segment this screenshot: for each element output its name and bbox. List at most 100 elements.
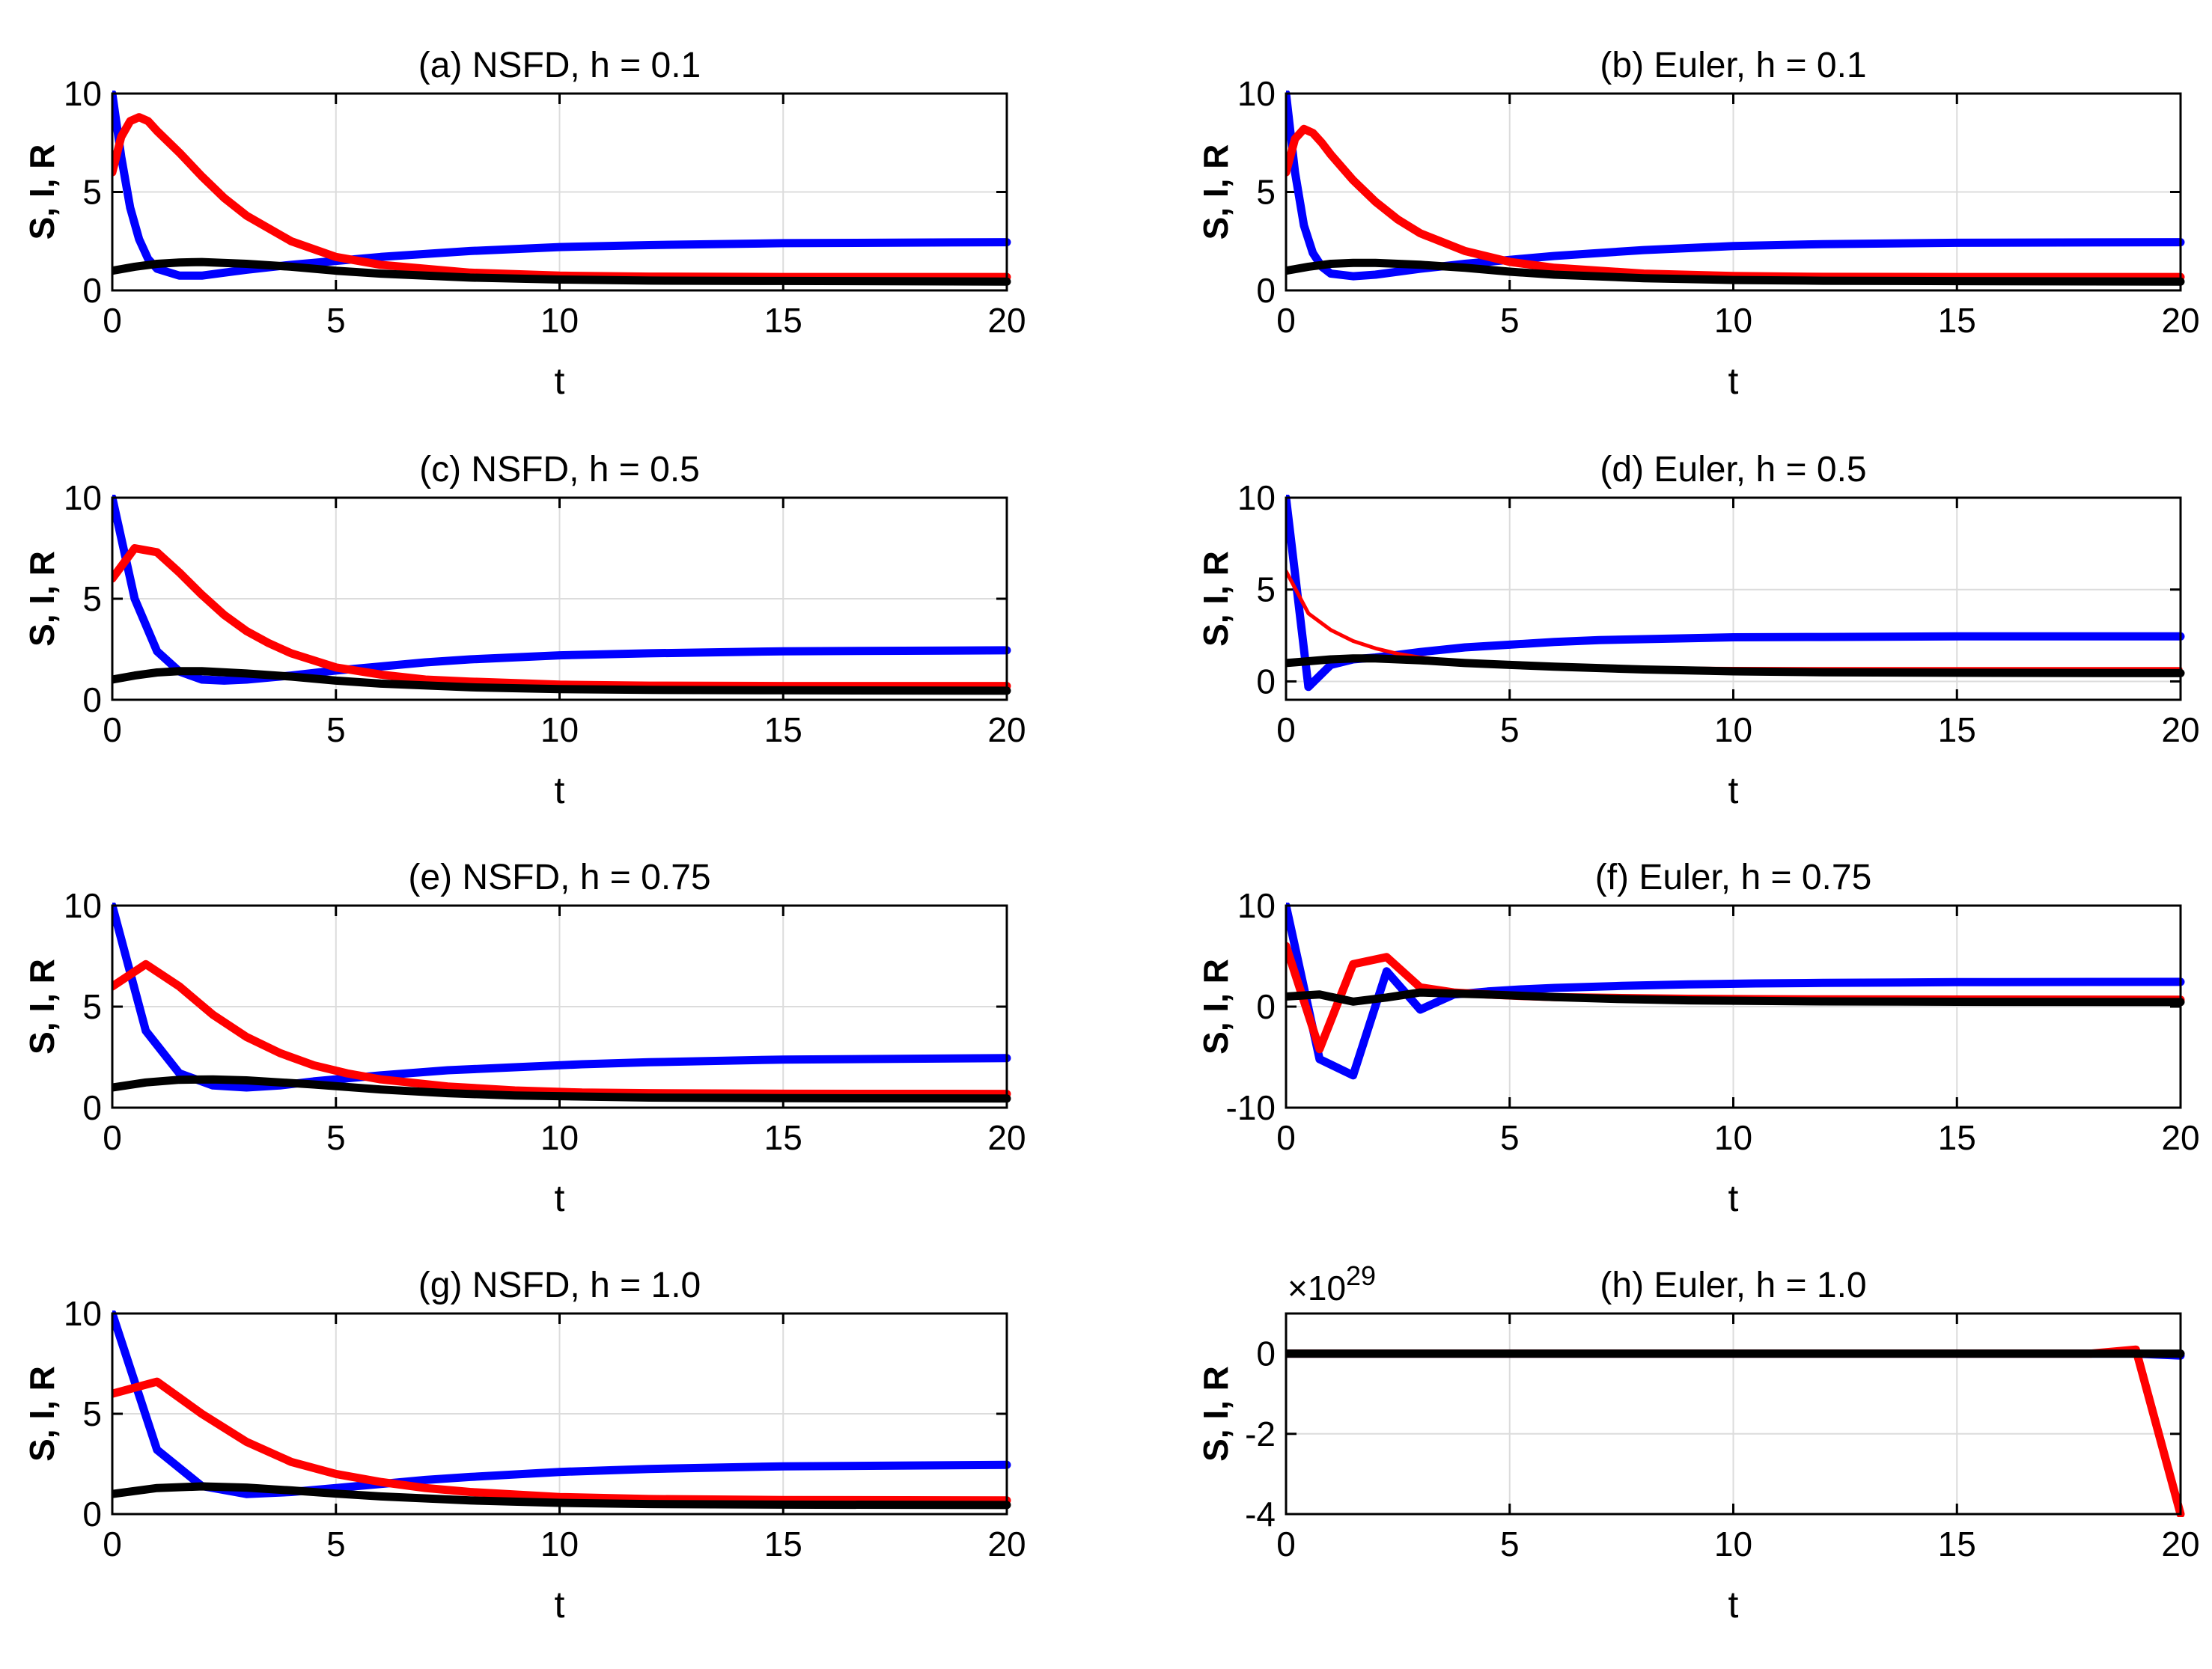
x-tick-label: 5 xyxy=(326,301,346,340)
x-tick-label: 5 xyxy=(1500,301,1520,340)
chart-title: (h) Euler, h = 1.0 xyxy=(1600,1266,1866,1305)
y-axis-label: S, I, R xyxy=(22,144,61,240)
x-tick-label: 10 xyxy=(540,710,579,749)
y-tick-label: 10 xyxy=(1237,478,1276,517)
axes-frame xyxy=(1285,496,2182,701)
x-tick-label: 15 xyxy=(1938,710,1976,749)
y-tick-label: 0 xyxy=(82,1088,102,1127)
series-line-R xyxy=(1286,988,2185,1007)
y-tick-label: 5 xyxy=(1256,570,1276,609)
chart-title: (c) NSFD, h = 0.5 xyxy=(419,450,700,489)
y-tick-label: 10 xyxy=(1237,74,1276,113)
x-tick-label: 15 xyxy=(1938,1525,1976,1563)
y-tick-label: 0 xyxy=(82,680,102,719)
x-axis-label: t xyxy=(555,769,565,811)
y-tick-label: 0 xyxy=(1256,987,1276,1026)
subplot-e: 0 5 10 15 20 0 5 10 (e) NSFD, h = 0.75 t S, I, R xyxy=(22,858,1026,1219)
x-tick-label: 5 xyxy=(1500,1118,1520,1157)
y-tick-label: 10 xyxy=(64,478,102,517)
x-tick-label: 20 xyxy=(987,710,1026,749)
y-tick-label: 5 xyxy=(82,1394,102,1433)
axes-frame xyxy=(111,92,1008,292)
axes-frame xyxy=(1285,92,2182,292)
axes-frame xyxy=(111,496,1008,701)
x-tick-label: 0 xyxy=(1276,1118,1296,1157)
y-axis-label: S, I, R xyxy=(22,1366,61,1462)
x-tick-label: 0 xyxy=(1276,710,1296,749)
x-axis-label: t xyxy=(555,360,565,402)
x-axis-label: t xyxy=(555,1584,565,1626)
x-tick-label: 10 xyxy=(1714,1525,1752,1563)
x-tick-label: 5 xyxy=(326,1118,346,1157)
x-tick-label: 15 xyxy=(1938,1118,1976,1157)
subplot-b: 0 5 10 15 20 0 5 10 (b) Euler, h = 0.1 t S, I, R xyxy=(1196,46,2200,402)
x-tick-label: 10 xyxy=(540,1525,579,1563)
y-tick-label: -4 xyxy=(1245,1495,1276,1534)
x-tick-label: 5 xyxy=(326,1525,346,1563)
x-tick-label: 0 xyxy=(1276,1525,1296,1563)
y-tick-label: 0 xyxy=(82,1495,102,1534)
axes-frame xyxy=(111,904,1008,1109)
y-axis-label: S, I, R xyxy=(1196,1366,1235,1462)
subplot-h: 0 5 10 15 20 -4 -2 0 (h) Euler, h = 1.0 t S, I, R ×… xyxy=(1196,1260,2200,1626)
axis-exponent-power: 29 xyxy=(1346,1260,1376,1291)
x-tick-label: 0 xyxy=(103,301,122,340)
x-tick-label: 20 xyxy=(2161,1118,2199,1157)
series-line-R xyxy=(1286,258,2185,286)
chart-title: (a) NSFD, h = 0.1 xyxy=(418,46,701,85)
axis-exponent-base: ×10 xyxy=(1288,1269,1346,1308)
x-tick-label: 0 xyxy=(1276,301,1296,340)
y-tick-label: 0 xyxy=(1256,662,1276,701)
y-tick-label: -2 xyxy=(1245,1415,1276,1453)
subplot-c: 0 5 10 15 20 0 5 10 (c) NSFD, h = 0.5 t S, I, R xyxy=(22,450,1026,811)
x-axis-label: t xyxy=(1728,360,1739,402)
series-line-R xyxy=(112,1482,1011,1510)
series-line-R xyxy=(1286,654,2185,677)
series-line-S xyxy=(1286,91,2185,281)
x-axis-label: t xyxy=(555,1177,565,1219)
series-line-R xyxy=(112,1075,1011,1103)
x-tick-label: 15 xyxy=(1938,301,1976,340)
x-tick-label: 0 xyxy=(103,710,122,749)
chart-title: (f) Euler, h = 0.75 xyxy=(1595,858,1872,897)
y-tick-label: 10 xyxy=(64,74,102,113)
x-tick-label: 10 xyxy=(540,1118,579,1157)
x-tick-label: 20 xyxy=(2161,301,2199,340)
axes-frame xyxy=(111,1312,1008,1516)
y-axis-label: S, I, R xyxy=(1196,959,1235,1055)
series-line-R xyxy=(112,667,1011,695)
x-tick-label: 5 xyxy=(1500,710,1520,749)
series-line-I xyxy=(112,544,1011,691)
x-tick-label: 20 xyxy=(987,1525,1026,1563)
y-tick-label: 5 xyxy=(82,173,102,212)
x-tick-label: 20 xyxy=(2161,710,2199,749)
subplot-d: 0 5 10 15 20 0 5 10 (d) Euler, h = 0.5 t S, I, R xyxy=(1196,450,2200,811)
y-axis-label: S, I, R xyxy=(22,551,61,647)
y-tick-label: 10 xyxy=(1237,886,1276,925)
x-tick-label: 15 xyxy=(764,710,802,749)
y-tick-label: 10 xyxy=(64,1294,102,1333)
y-axis-label: S, I, R xyxy=(1196,144,1235,240)
x-axis-label: t xyxy=(1728,1584,1739,1626)
y-tick-label: 0 xyxy=(1256,1334,1276,1373)
x-axis-label: t xyxy=(1728,1177,1739,1219)
chart-title: (d) Euler, h = 0.5 xyxy=(1600,450,1866,489)
x-tick-label: 15 xyxy=(764,1118,802,1157)
y-tick-label: -10 xyxy=(1226,1088,1276,1127)
x-tick-label: 20 xyxy=(987,1118,1026,1157)
y-tick-label: 5 xyxy=(1256,173,1276,212)
x-tick-label: 20 xyxy=(987,301,1026,340)
x-tick-label: 5 xyxy=(1500,1525,1520,1563)
series-line-I xyxy=(112,959,1011,1099)
x-tick-label: 20 xyxy=(2161,1525,2199,1563)
y-tick-label: 5 xyxy=(82,579,102,618)
series-line-S xyxy=(112,91,1011,280)
axis-exponent: ×1029 xyxy=(1288,1260,1376,1308)
subplot-a: 0 5 10 15 20 0 5 10 (a) NSFD, h = 0.1 t S, I, R xyxy=(22,46,1026,402)
x-tick-label: 5 xyxy=(326,710,346,749)
series-line-S xyxy=(1286,903,2185,1080)
x-tick-label: 0 xyxy=(103,1118,122,1157)
x-tick-label: 15 xyxy=(764,1525,802,1563)
